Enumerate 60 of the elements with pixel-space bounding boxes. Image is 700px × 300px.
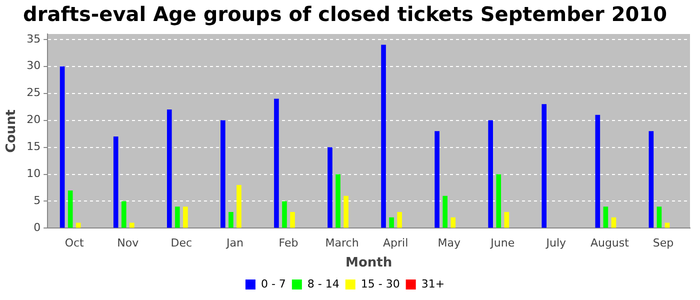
legend-label: 15 - 30 [360,277,400,290]
x-tick-label: Feb [278,236,298,250]
bar [274,98,279,228]
x-axis-title: Month [346,256,392,271]
x-tick-label: June [490,236,515,250]
y-tick-label: 10 [26,167,41,180]
bar [68,190,73,228]
bar [336,174,340,228]
bar [344,196,348,228]
x-tick-label: Dec [170,236,192,250]
bar [648,131,654,228]
y-tick-label: 5 [34,194,41,208]
legend-label: 0 - 7 [260,277,286,290]
y-tick-label: 15 [26,140,41,154]
bar [656,206,662,228]
y-tick-label: 35 [26,32,41,46]
y-tick-label: 0 [34,221,41,234]
x-tick-label: Nov [117,236,140,250]
bar [603,206,608,228]
bar [450,217,456,228]
bar [290,212,295,228]
bar [175,206,180,228]
x-tick-label: May [438,236,461,250]
bar [328,147,332,228]
x-tick-label: April [382,236,408,250]
bar [121,201,126,228]
bar [496,174,502,228]
bar [595,114,600,228]
x-tick-label: August [590,236,630,250]
bar [381,44,386,228]
bar [220,120,226,228]
bar [389,217,394,228]
bar [504,212,510,228]
bar [60,66,65,228]
y-tick-label: 25 [26,86,41,100]
bar [166,110,172,228]
bar [113,136,118,228]
y-tick-label: 20 [26,113,41,126]
bar [542,104,547,228]
chart-title: drafts-eval Age groups of closed tickets September 2010 [23,2,667,26]
x-tick-label: Sep [652,236,674,250]
legend-label: 31+ [421,277,445,290]
x-tick-label: July [545,236,567,250]
bar [488,120,493,228]
bar [434,131,440,228]
bar [282,201,287,228]
legend-label: 8 - 14 [307,277,340,290]
y-axis-title: Count [4,110,20,153]
bar [611,217,616,228]
bar [183,206,188,228]
x-tick-label: Oct [64,236,85,250]
bar [397,212,402,228]
bar [228,212,234,228]
x-tick-label: Jan [225,236,244,250]
bar [442,196,448,228]
bar [236,185,242,228]
bar [130,222,134,228]
bar [76,222,81,228]
y-tick-label: 30 [26,59,41,72]
x-tick-label: March [325,236,359,250]
